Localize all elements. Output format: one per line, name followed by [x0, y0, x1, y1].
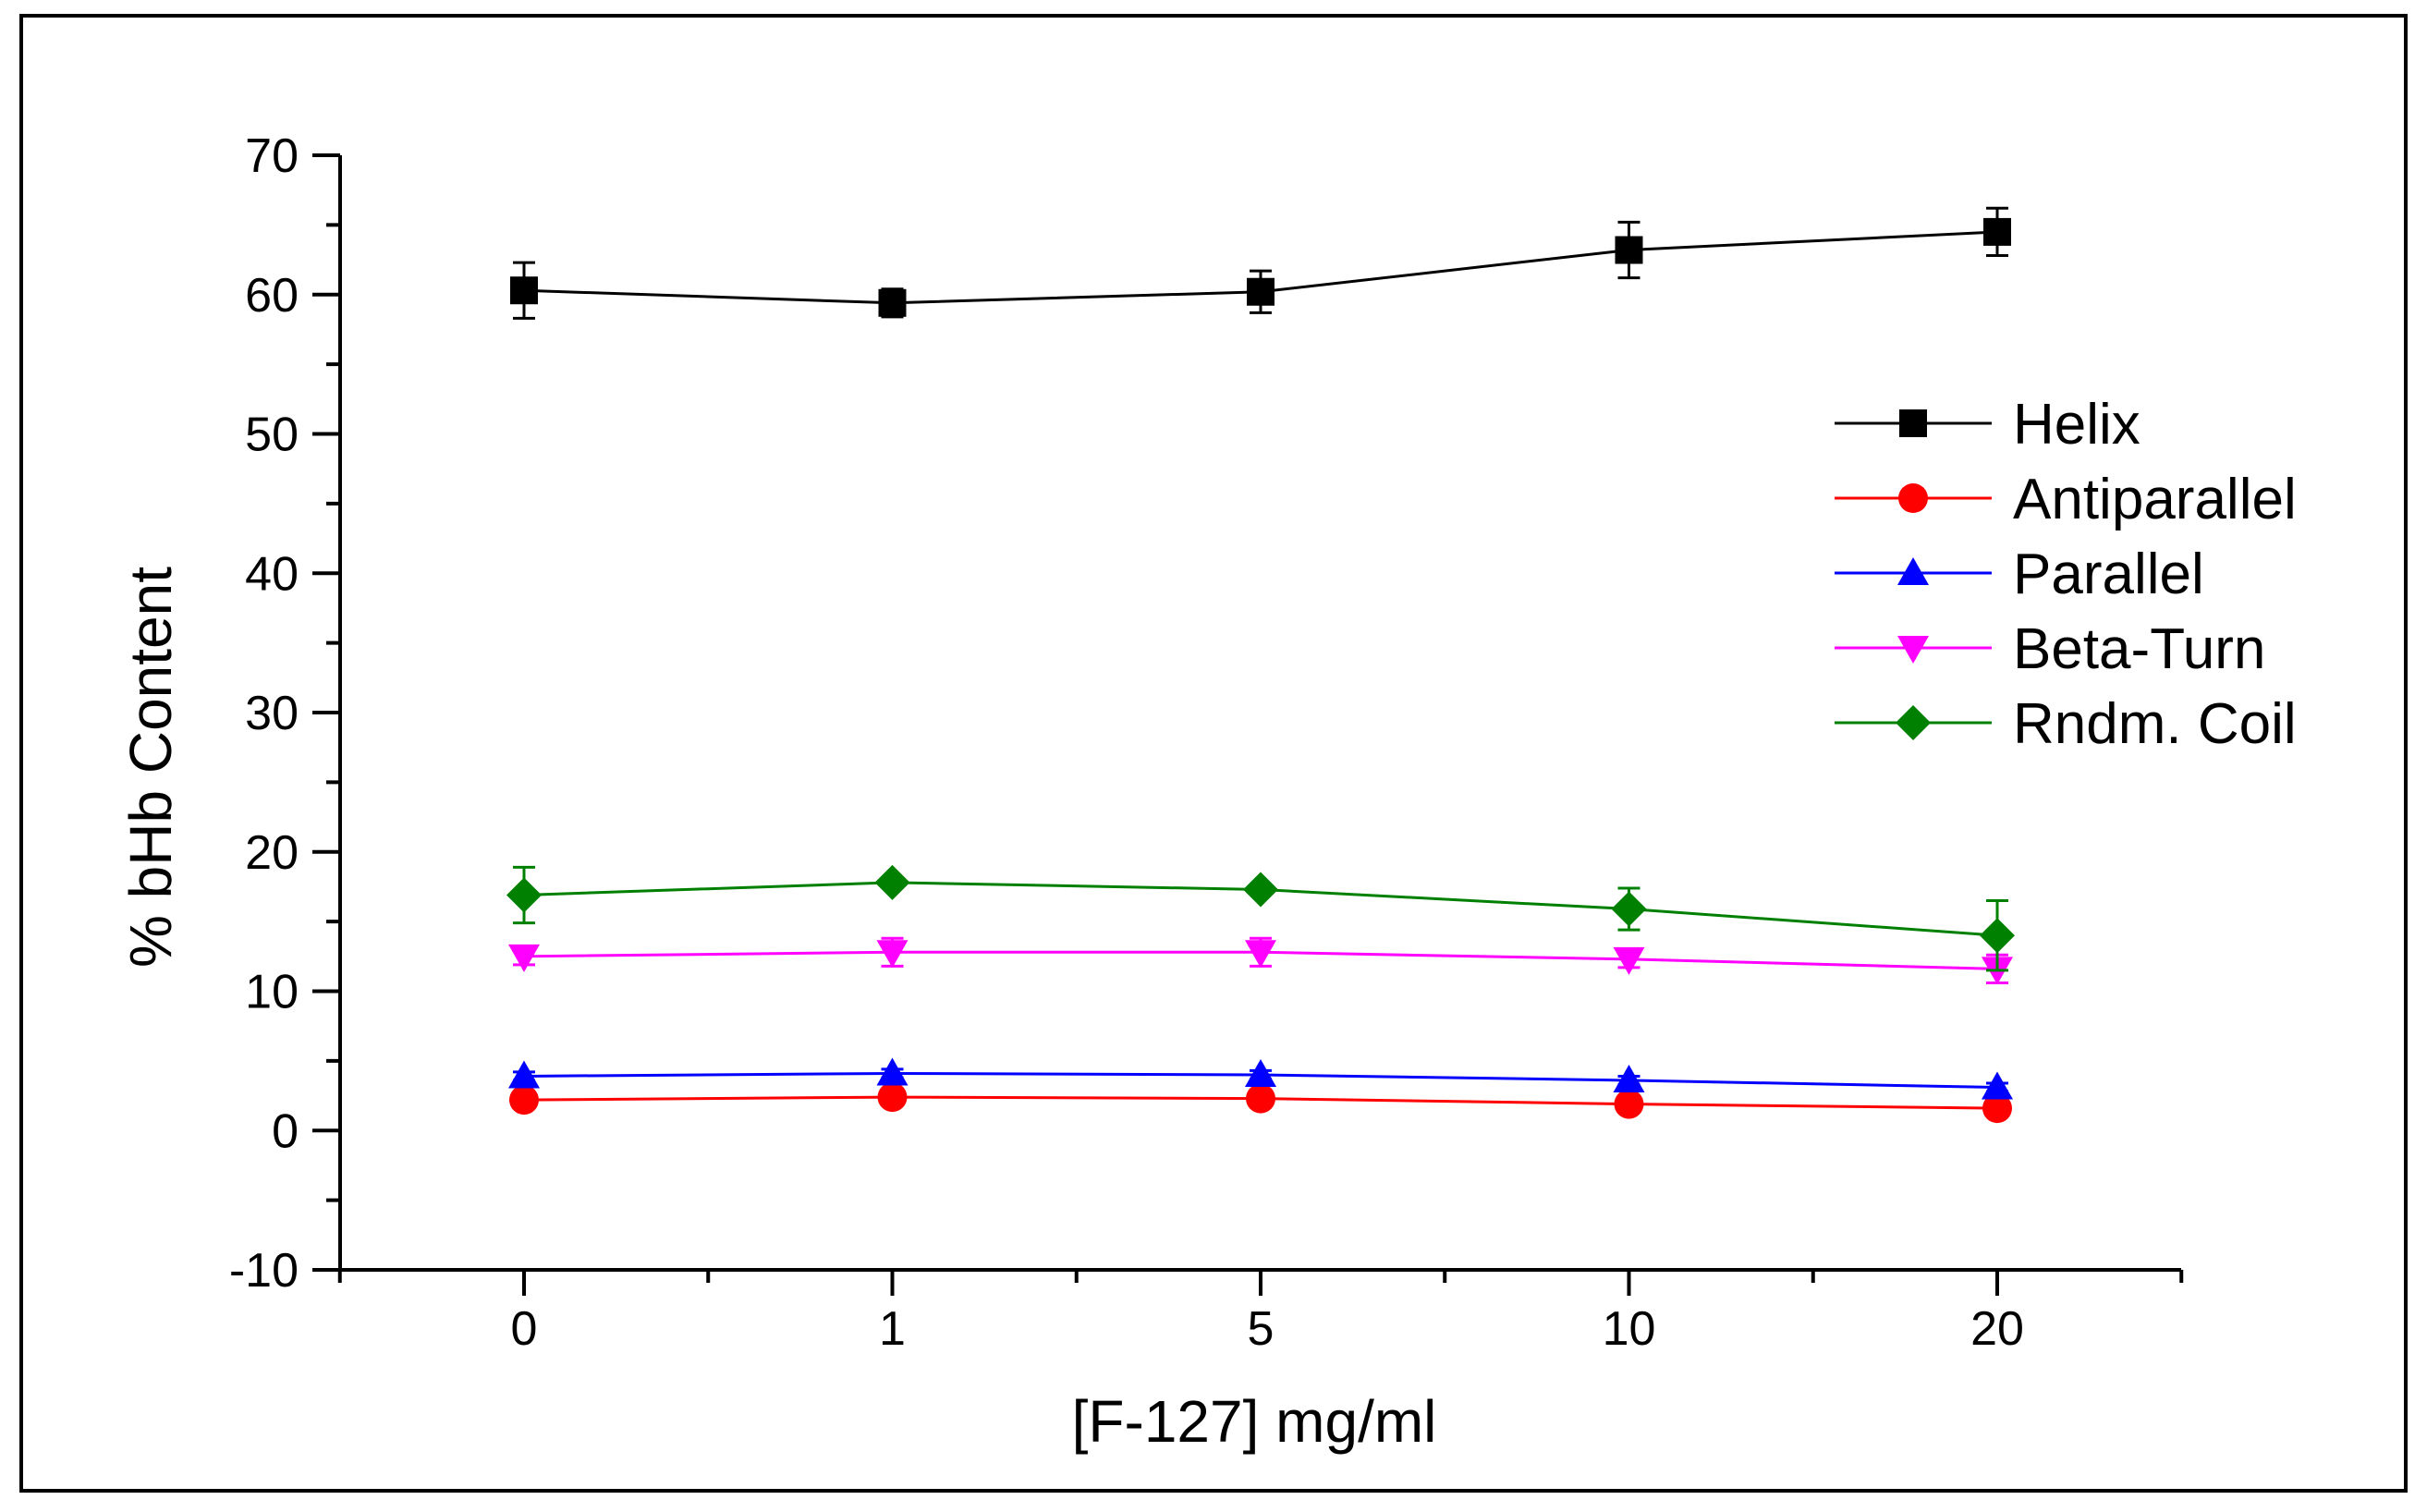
data-point-helix: [510, 276, 538, 305]
data-point-rndm-coil: [1243, 872, 1278, 908]
series-beta-turn: [508, 936, 2013, 985]
y-tick-label: 60: [245, 269, 299, 323]
legend-marker: [1898, 483, 1928, 513]
data-point-antiparallel: [1982, 1093, 2012, 1124]
legend-marker: [1899, 409, 1927, 437]
data-point-beta-turn: [508, 944, 540, 972]
data-point-antiparallel: [509, 1085, 539, 1116]
series-parallel: [508, 1057, 2013, 1100]
legend-label: Beta-Turn: [2013, 617, 2265, 681]
legend-entry-parallel: Parallel: [1835, 543, 2204, 606]
data-point-rndm-coil: [1611, 891, 1647, 927]
data-point-parallel: [508, 1060, 540, 1089]
data-point-antiparallel: [877, 1082, 908, 1113]
series-rndm-coil: [506, 864, 2015, 972]
y-tick-label: 10: [245, 966, 299, 1019]
y-tick-label: 30: [245, 687, 299, 740]
data-point-helix: [1247, 277, 1274, 306]
series-helix: [510, 206, 2011, 320]
y-tick-label: 0: [272, 1104, 299, 1158]
legend-entry-beta-turn: Beta-Turn: [1835, 617, 2265, 681]
data-point-beta-turn: [1613, 946, 1645, 975]
legend: Helix Antiparallel Parallel Beta-Turn Rndm. …: [1835, 393, 2297, 756]
data-point-parallel: [876, 1057, 909, 1086]
y-tick-label: 40: [245, 547, 299, 601]
legend-entry-rndm-coil: Rndm. Coil: [1835, 692, 2297, 756]
legend-marker: [1896, 705, 1931, 740]
data-point-beta-turn: [1245, 940, 1276, 969]
data-point-parallel: [1982, 1071, 2013, 1100]
data-point-rndm-coil: [506, 877, 542, 913]
y-tick-label: 20: [245, 826, 299, 880]
data-point-antiparallel: [1246, 1083, 1275, 1114]
data-point-helix: [878, 288, 907, 317]
data-point-helix: [1615, 236, 1643, 264]
x-tick-label: 5: [1248, 1302, 1274, 1356]
series-antiparallel: [509, 1082, 2012, 1124]
legend-marker: [1897, 636, 1929, 664]
legend-label: Helix: [2013, 393, 2140, 457]
legend-entry-helix: Helix: [1835, 393, 2140, 457]
x-tick-label: 20: [1970, 1302, 2024, 1356]
data-point-beta-turn: [876, 940, 909, 969]
legend-label: Parallel: [2013, 543, 2204, 606]
y-axis-label: % bHb Content: [117, 567, 184, 968]
legend-entry-antiparallel: Antiparallel: [1835, 468, 2297, 531]
data-point-parallel: [1613, 1064, 1645, 1092]
legend-label: Rndm. Coil: [2013, 692, 2297, 756]
x-tick-label: 10: [1603, 1302, 1656, 1356]
data-point-rndm-coil: [1980, 918, 2015, 954]
legend-label: Antiparallel: [2013, 468, 2297, 531]
x-tick-label: 0: [511, 1302, 538, 1356]
data-point-helix: [1983, 217, 2011, 246]
x-tick-label: 1: [879, 1302, 906, 1356]
legend-marker: [1897, 557, 1929, 585]
axes: -10 0 10 20 30 40 50 60 70 0 1 5 10 20: [229, 129, 2184, 1356]
x-axis-label: [F-127] mg/ml: [1072, 1388, 1437, 1455]
figure-frame: [19, 14, 2408, 1493]
y-tick-label: 70: [245, 129, 299, 183]
data-point-antiparallel: [1614, 1089, 1644, 1119]
plot-area: [506, 206, 2015, 1124]
y-tick-label: -10: [229, 1244, 299, 1298]
data-point-rndm-coil: [874, 864, 910, 900]
data-point-parallel: [1245, 1058, 1276, 1087]
y-tick-label: 50: [245, 408, 299, 462]
